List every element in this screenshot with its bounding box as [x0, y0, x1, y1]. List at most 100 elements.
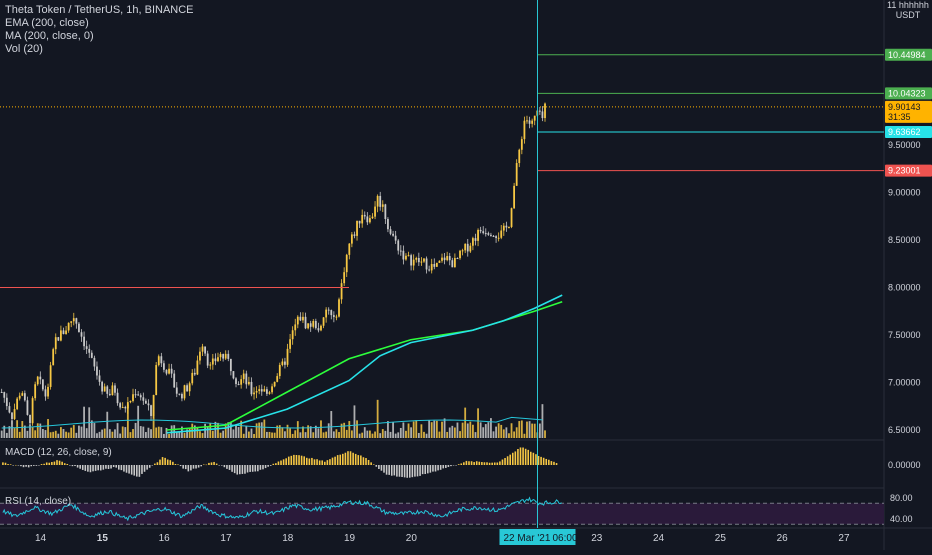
macd-histogram-bar [2, 462, 4, 465]
macd-histogram-bar [241, 465, 244, 474]
macd-histogram-bar [174, 463, 177, 465]
volume-bar [219, 432, 222, 438]
macd-histogram-bar [344, 452, 347, 465]
macd-histogram-bar [517, 449, 519, 465]
candle-body [78, 323, 80, 333]
candle-body [423, 258, 425, 262]
candle-body [286, 348, 289, 365]
candle-body [237, 383, 240, 385]
candle-body [317, 328, 320, 331]
volume-bar [121, 426, 124, 438]
macd-histogram-bar [298, 455, 300, 465]
candle-body [322, 317, 325, 326]
candle-body [325, 309, 328, 318]
macd-title[interactable]: MACD (12, 26, close, 9) [5, 447, 112, 458]
volume-bar [165, 427, 168, 438]
rsi-title[interactable]: RSI (14, close) [5, 496, 72, 507]
macd-histogram-bar [375, 465, 378, 467]
candle-body [381, 204, 384, 207]
macd-histogram-bar [81, 465, 84, 470]
candle-body [168, 368, 170, 374]
volume-bar [245, 425, 248, 438]
macd-histogram-bar [99, 465, 102, 471]
volume-bar [513, 431, 516, 438]
volume-bar [487, 422, 490, 438]
macd-histogram-bar [326, 460, 329, 465]
candle-body [111, 385, 114, 396]
symbol-title[interactable]: Theta Token / TetherUS, 1h, BINANCE [5, 4, 194, 16]
volume-bar [410, 427, 413, 438]
candle-body [379, 195, 382, 207]
macd-histogram-bar [457, 464, 460, 465]
candle-body [196, 360, 199, 375]
currency-label[interactable]: 11 hhhhhh USDT [884, 0, 932, 20]
volume-bar [23, 425, 26, 438]
volume-bar [415, 420, 418, 438]
candle-body [302, 316, 304, 321]
candle-body [276, 376, 279, 382]
candle-body [260, 389, 263, 392]
macd-histogram-bar [275, 463, 277, 465]
price-axis-tick: 7.00000 [888, 378, 921, 388]
volume-bar [78, 425, 80, 438]
indicator-ma-label[interactable]: MA (200, close, 0) [5, 30, 94, 42]
macd-histogram-bar [17, 465, 20, 466]
macd-histogram-bar [411, 465, 414, 478]
volume-bar [186, 429, 188, 438]
candle-body [160, 356, 163, 364]
macd-histogram-bar [102, 465, 105, 470]
macd-histogram-bar [553, 461, 555, 465]
candle-body [538, 110, 541, 112]
macd-histogram-bar [491, 462, 493, 465]
rsi-band [0, 503, 884, 525]
candle-body [193, 372, 196, 375]
macd-histogram-bar [424, 465, 427, 475]
macd-histogram-bar [220, 465, 223, 466]
candle-body [528, 120, 531, 124]
volume-bar [330, 411, 333, 438]
volume-bar [263, 419, 266, 438]
candle-body [417, 257, 420, 263]
indicator-ema-label[interactable]: EMA (200, close) [5, 17, 89, 29]
candle-body [165, 369, 168, 374]
macd-histogram-bar [97, 465, 99, 471]
volume-bar [260, 422, 263, 438]
macd-histogram-bar [308, 458, 311, 465]
macd-histogram-bar [228, 465, 231, 470]
volume-bar [224, 423, 227, 438]
macd-histogram-bar [287, 456, 290, 465]
candle-body [268, 392, 271, 394]
candle-body [29, 414, 31, 424]
macd-histogram-bar [323, 461, 326, 465]
volume-bar [75, 432, 78, 438]
candle-body [345, 254, 348, 273]
ema-line [166, 300, 563, 431]
macd-histogram-bar [94, 465, 97, 471]
candle-body [18, 395, 21, 399]
price-level-label-bg [885, 100, 932, 123]
volume-bar [0, 430, 3, 438]
macd-histogram-bar [282, 459, 285, 465]
rsi-axis-tick: 40.00 [890, 514, 913, 524]
volume-bar [80, 426, 83, 438]
volume-bar [101, 429, 104, 438]
volume-bar [428, 420, 431, 438]
candle-body [52, 349, 55, 366]
volume-bar [420, 424, 423, 438]
candle-body [129, 400, 132, 403]
macd-histogram-bar [48, 462, 51, 465]
candle-body [428, 269, 431, 271]
volume-bar [242, 433, 245, 438]
macd-histogram-bar [483, 462, 486, 465]
macd-histogram-bar [496, 462, 499, 465]
candle-body [281, 361, 284, 365]
volume-bar [85, 428, 88, 438]
volume-bar [399, 427, 402, 438]
indicator-vol-label[interactable]: Vol (20) [5, 43, 43, 55]
macd-histogram-bar [143, 465, 146, 472]
candle-body [410, 255, 413, 266]
volume-bar [93, 423, 96, 438]
volume-bar [327, 423, 330, 438]
